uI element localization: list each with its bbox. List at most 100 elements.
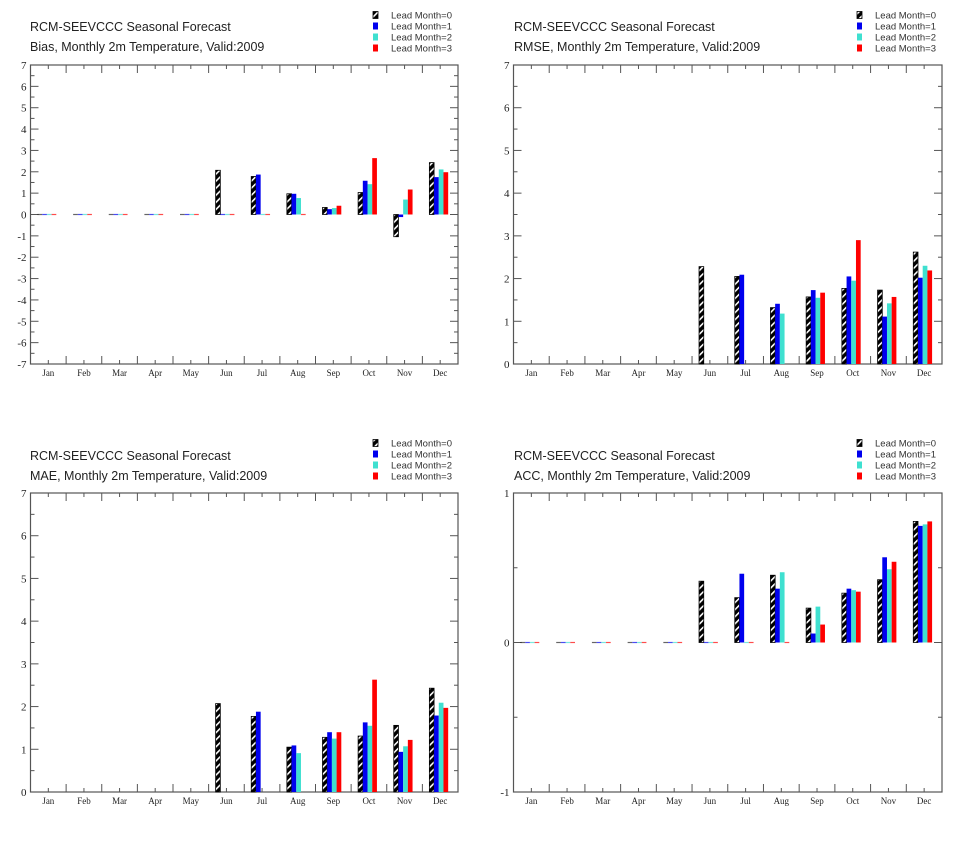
bar: [336, 732, 342, 792]
bar: [215, 703, 221, 793]
bar: [882, 316, 887, 364]
chart-subtitle: ACC, Monthly 2m Temperature, Valid:2009: [514, 469, 751, 483]
x-tick-label: Apr: [631, 796, 645, 806]
x-tick-label: Mar: [112, 368, 127, 378]
bar: [882, 557, 887, 643]
bar: [734, 276, 740, 365]
bar: [912, 521, 919, 643]
chart-title: RCM-SEEVCCC Seasonal Forecast: [30, 449, 231, 463]
legend-label: Lead Month=0: [875, 439, 936, 450]
y-tick-label: 0: [504, 638, 510, 650]
bar: [805, 607, 812, 643]
bar: [815, 606, 821, 643]
legend-swatch: [857, 450, 862, 458]
bar: [428, 162, 435, 215]
bar: [336, 205, 342, 215]
bar: [372, 158, 377, 215]
x-tick-label: Jun: [220, 368, 233, 378]
x-tick-label: Dec: [917, 796, 932, 806]
x-tick-label: Jan: [42, 796, 54, 806]
y-tick-label: 0: [21, 787, 27, 799]
chart-title: RCM-SEEVCCC Seasonal Forecast: [30, 20, 231, 34]
bar: [327, 209, 332, 215]
x-tick-label: Jan: [525, 796, 537, 806]
x-tick-label: Dec: [917, 368, 932, 378]
legend-label: Lead Month=2: [875, 33, 936, 44]
bar: [805, 296, 812, 365]
bar: [775, 303, 780, 364]
bar: [296, 753, 301, 792]
bar: [322, 736, 328, 793]
x-tick-label: Aug: [774, 796, 790, 806]
y-tick-label: -6: [17, 338, 27, 350]
x-tick-label: Jul: [740, 368, 751, 378]
plot-area: 0 1 2 3 4 5 6 7 Jan Feb Mar Apr May Jun Jul Aug Sep Oct No…: [504, 60, 943, 378]
legend-swatch: [857, 472, 862, 480]
y-tick-label: -3: [17, 274, 27, 286]
bar: [927, 270, 933, 364]
bar: [846, 276, 852, 364]
acc-chart-panel: RCM-SEEVCCC Seasonal Forecast ACC, Month…: [500, 439, 943, 806]
y-tick-label: 3: [21, 145, 27, 157]
x-tick-label: Jun: [704, 368, 717, 378]
y-tick-label: -7: [17, 359, 27, 371]
y-tick-label: 3: [21, 659, 27, 671]
plot-area: -1 0 1 Jan Feb Mar Apr May Jun Jul Aug Sep Oct Nov Dec: [500, 488, 943, 806]
bar: [291, 745, 297, 792]
bar: [331, 738, 337, 792]
x-tick-label: Jan: [42, 368, 54, 378]
x-tick-label: Jul: [257, 368, 268, 378]
x-tick-label: Jun: [704, 796, 717, 806]
bar: [398, 751, 404, 792]
bar: [841, 592, 847, 643]
legend-swatch: [373, 22, 378, 30]
bar: [739, 274, 745, 364]
y-tick-label: -1: [500, 787, 509, 799]
legend-swatch: [373, 472, 378, 480]
bar: [922, 265, 928, 364]
x-tick-label: Aug: [774, 368, 790, 378]
bar: [434, 715, 439, 792]
legend-label: Lead Month=1: [875, 450, 936, 461]
y-tick-label: -5: [17, 316, 27, 328]
x-tick-label: Oct: [846, 796, 859, 806]
legend-label: Lead Month=2: [391, 461, 452, 472]
bar: [357, 735, 364, 793]
y-tick-label: 2: [21, 167, 27, 179]
legend-swatch: [373, 44, 378, 52]
bar: [779, 572, 785, 643]
bar: [428, 687, 435, 793]
bar: [291, 193, 297, 215]
bar: [739, 573, 745, 643]
chart-subtitle: MAE, Monthly 2m Temperature, Valid:2009: [30, 469, 267, 483]
legend-label: Lead Month=3: [391, 44, 452, 55]
bar: [362, 722, 368, 792]
y-tick-label: 6: [504, 103, 510, 115]
chart-title: RCM-SEEVCCC Seasonal Forecast: [514, 449, 715, 463]
y-tick-label: 1: [504, 488, 510, 500]
legend-swatch: [856, 439, 863, 447]
bar: [250, 176, 257, 215]
x-tick-label: Oct: [362, 796, 375, 806]
legend-swatch: [373, 461, 378, 469]
y-tick-label: 7: [21, 60, 27, 72]
bar: [443, 707, 449, 792]
legend-label: Lead Month=1: [391, 450, 452, 461]
bar: [393, 214, 399, 238]
y-tick-label: 4: [21, 124, 27, 136]
bar: [403, 746, 408, 792]
bar: [886, 569, 892, 643]
y-tick-label: 0: [21, 210, 27, 222]
x-tick-label: Nov: [881, 796, 897, 806]
bar: [877, 579, 883, 643]
legend-swatch: [857, 44, 862, 52]
x-tick-label: Sep: [327, 368, 341, 378]
bar: [820, 624, 825, 643]
x-tick-label: Mar: [112, 796, 127, 806]
chart-title: RCM-SEEVCCC Seasonal Forecast: [514, 20, 715, 34]
bar: [255, 711, 261, 792]
bar: [438, 702, 444, 792]
legend-label: Lead Month=0: [391, 439, 452, 450]
